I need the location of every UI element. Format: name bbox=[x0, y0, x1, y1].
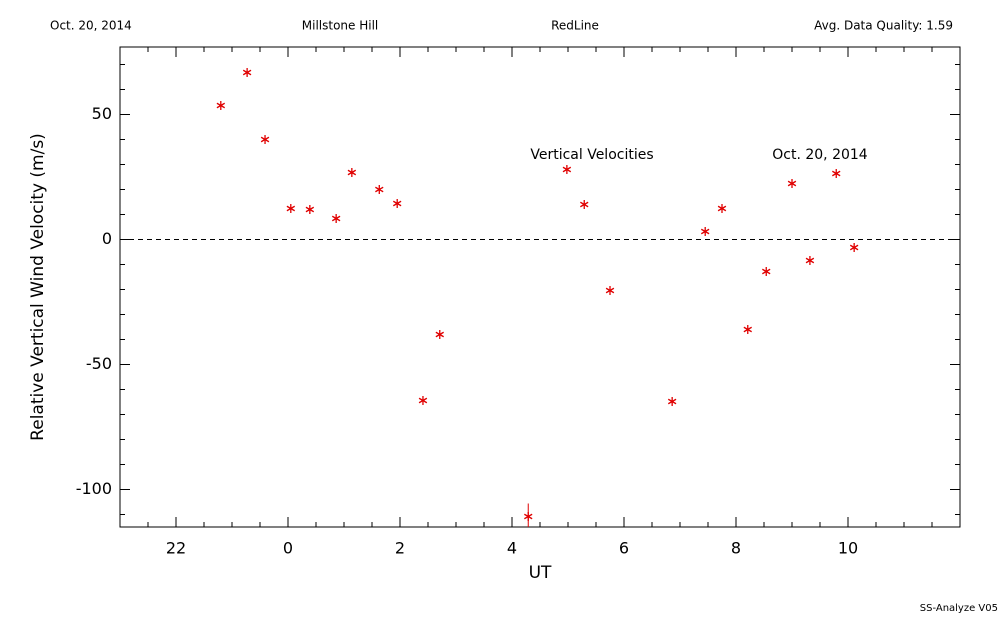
point-stroke bbox=[392, 200, 402, 207]
point bbox=[331, 214, 341, 223]
point-stroke bbox=[580, 201, 589, 208]
y-tick-label: 50 bbox=[92, 104, 112, 123]
point-stroke bbox=[743, 326, 752, 333]
y-tick-label: -50 bbox=[86, 354, 112, 373]
x-tick-label: 4 bbox=[507, 539, 517, 558]
x-tick-label: 10 bbox=[838, 539, 858, 558]
point bbox=[580, 200, 589, 209]
point bbox=[524, 512, 533, 521]
plot-frame bbox=[119, 46, 961, 528]
point-stroke bbox=[331, 215, 341, 222]
point bbox=[260, 135, 270, 144]
point bbox=[286, 204, 296, 213]
point-stroke bbox=[717, 205, 727, 212]
point bbox=[743, 325, 752, 334]
point-stroke bbox=[242, 69, 252, 76]
point-stroke bbox=[832, 170, 841, 177]
point bbox=[832, 169, 841, 178]
point bbox=[242, 68, 252, 77]
header-quality: Avg. Data Quality: 1.59 bbox=[814, 19, 953, 33]
point bbox=[787, 179, 797, 188]
x-tick-label: 6 bbox=[619, 539, 629, 558]
annotation: Oct. 20, 2014 bbox=[772, 147, 868, 163]
header-date: Oct. 20, 2014 bbox=[50, 19, 132, 33]
point-stroke bbox=[605, 287, 615, 294]
point bbox=[305, 205, 315, 214]
footer: SS-Analyze V05 bbox=[920, 603, 998, 614]
point bbox=[762, 267, 771, 276]
header-line: RedLine bbox=[551, 19, 599, 33]
point-stroke bbox=[260, 136, 270, 143]
point-stroke bbox=[805, 257, 815, 264]
point bbox=[375, 185, 384, 194]
point bbox=[667, 397, 677, 406]
point bbox=[418, 396, 428, 405]
point bbox=[805, 256, 815, 265]
y-tick-label: -100 bbox=[76, 479, 112, 498]
point bbox=[849, 243, 859, 252]
point-stroke bbox=[347, 169, 357, 176]
x-tick-label: 0 bbox=[283, 539, 293, 558]
point bbox=[392, 199, 402, 208]
point-stroke bbox=[305, 206, 315, 213]
point-stroke bbox=[667, 398, 677, 405]
annotation: Vertical Velocities bbox=[530, 147, 653, 163]
x-axis-label: UT bbox=[529, 563, 552, 583]
x-tick-label: 22 bbox=[166, 539, 186, 558]
point-stroke bbox=[524, 513, 533, 520]
point bbox=[216, 101, 226, 110]
point-stroke bbox=[562, 166, 572, 173]
y-axis-label: Relative Vertical Wind Velocity (m/s) bbox=[28, 133, 48, 441]
x-tick-label: 2 bbox=[395, 539, 405, 558]
point-stroke bbox=[418, 397, 428, 404]
point-stroke bbox=[216, 102, 226, 109]
point bbox=[435, 330, 444, 339]
x-tick-label: 8 bbox=[731, 539, 741, 558]
point bbox=[562, 165, 572, 174]
point bbox=[717, 204, 727, 213]
point bbox=[347, 168, 357, 177]
point-stroke bbox=[435, 331, 444, 338]
y-tick-label: 0 bbox=[102, 229, 112, 248]
point bbox=[700, 227, 710, 236]
point-stroke bbox=[286, 205, 296, 212]
point-stroke bbox=[762, 268, 771, 275]
point-stroke bbox=[787, 180, 797, 187]
point-stroke bbox=[849, 244, 859, 251]
point-stroke bbox=[700, 228, 710, 235]
point-stroke bbox=[375, 186, 384, 193]
header-site: Millstone Hill bbox=[302, 19, 378, 33]
point bbox=[605, 286, 615, 295]
